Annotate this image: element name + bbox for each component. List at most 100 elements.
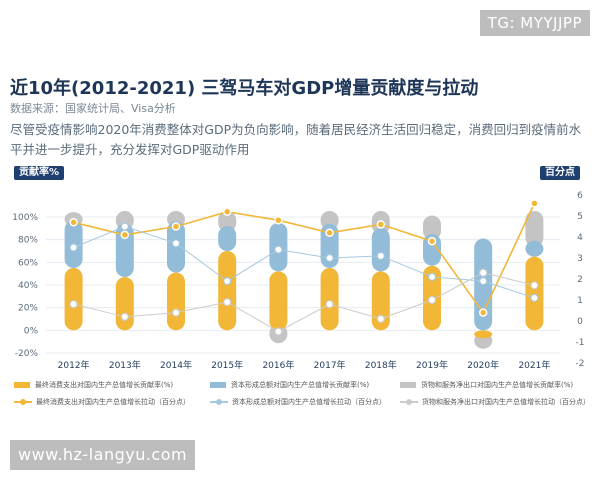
legend-item-consumption-bar: 最终消费支出对国内生产总值增长贡献率(%) bbox=[14, 380, 173, 390]
legend-item-capital-bar: 资本形成总额对国内生产总值增长贡献率(%) bbox=[210, 380, 369, 390]
category-label: 2019年 bbox=[416, 359, 448, 371]
left-tick-label: 80% bbox=[18, 236, 38, 246]
point-netexport bbox=[69, 300, 78, 309]
bar-capital bbox=[218, 226, 237, 251]
combo-chart: 100% 80% 60% 40% 20% 0% -20% 6 5 4 3 2 1 0 -1 -2 2012年 20… bbox=[12, 191, 585, 371]
bar-consumption bbox=[115, 277, 134, 331]
left-axis-label: 贡献率% bbox=[14, 166, 65, 180]
legend-label-netexport-bar: 货物和服务净出口对国内生产总值增长贡献率(%) bbox=[421, 381, 574, 389]
category-label: 2021年 bbox=[518, 359, 550, 371]
point-netexport bbox=[171, 308, 181, 317]
legend-swatch-consumption bbox=[14, 382, 30, 388]
legend-line-consumption bbox=[14, 398, 32, 406]
point-capital bbox=[376, 251, 385, 261]
bar-consumption bbox=[64, 268, 83, 331]
right-tick-label: 4 bbox=[577, 233, 583, 243]
legend-item-netexport-line: 货物和服务净出口对国内生产总值增长拉动（百分点） bbox=[400, 397, 590, 407]
right-tick-label: 0 bbox=[577, 317, 583, 327]
left-tick-label: 20% bbox=[18, 304, 38, 314]
left-tick-label: 60% bbox=[18, 258, 38, 268]
point-netexport bbox=[223, 298, 232, 307]
bar-consumption bbox=[371, 271, 390, 331]
point-capital bbox=[325, 253, 334, 263]
point-capital bbox=[274, 245, 283, 254]
point-consumption bbox=[120, 230, 130, 240]
bar-capital bbox=[423, 234, 441, 266]
legend-line-netexport bbox=[400, 398, 418, 406]
right-tick-label: 1 bbox=[577, 296, 583, 306]
bar-consumption bbox=[320, 268, 339, 331]
point-consumption bbox=[171, 222, 181, 231]
right-tick-label: -2 bbox=[576, 359, 585, 369]
legend-item-capital-line: 资本形成总额对国内生产总值增长拉动（百分点） bbox=[210, 397, 386, 407]
watermark-bottom: www.hz-langyu.com bbox=[10, 440, 196, 470]
point-capital bbox=[69, 243, 78, 252]
point-consumption bbox=[69, 218, 78, 227]
category-label: 2013年 bbox=[109, 359, 141, 371]
line-netexport bbox=[73, 272, 535, 333]
legend: 最终消费支出对国内生产总值增长贡献率(%) 资本形成总额对国内生产总值增长贡献率… bbox=[10, 380, 590, 424]
legend-label-consumption-bar: 最终消费支出对国内生产总值增长贡献率(%) bbox=[35, 381, 174, 389]
legend-label-capital-line: 资本形成总额对国内生产总值增长拉动（百分点） bbox=[232, 398, 386, 406]
data-source: 数据来源：国家统计局、Visa分析 bbox=[10, 102, 176, 115]
chart-description: 尽管受疫情影响2020年消费整体对GDP为负向影响，随着居民经济生活回归稳定，消… bbox=[10, 122, 582, 157]
point-netexport bbox=[376, 314, 385, 323]
line-consumption bbox=[73, 203, 536, 315]
point-netexport bbox=[120, 312, 129, 321]
left-tick-label: 100% bbox=[12, 213, 38, 223]
bar-netexport bbox=[218, 211, 237, 233]
point-consumption bbox=[325, 228, 334, 238]
chart-area: 100% 80% 60% 40% 20% 0% -20% 6 5 4 3 2 1 0 -1 -2 2012年 20… bbox=[0, 160, 600, 410]
point-capital bbox=[171, 239, 181, 248]
bar-consumption bbox=[474, 330, 493, 339]
point-capital bbox=[530, 293, 539, 302]
point-consumption bbox=[222, 207, 232, 217]
legend-line-capital bbox=[210, 398, 228, 406]
point-consumption bbox=[274, 215, 283, 225]
right-tick-label: 6 bbox=[577, 191, 583, 201]
category-label: 2012年 bbox=[58, 359, 90, 371]
right-tick-label: 3 bbox=[577, 254, 583, 264]
bar-consumption bbox=[218, 251, 237, 331]
point-consumption bbox=[478, 308, 488, 317]
right-tick-label: 5 bbox=[577, 212, 583, 222]
bar-capital bbox=[525, 240, 544, 257]
point-consumption bbox=[530, 199, 539, 208]
bar-capital bbox=[115, 223, 134, 278]
watermark-top: TG: MYYJJPP bbox=[479, 10, 590, 36]
left-tick-label: 40% bbox=[18, 281, 38, 291]
category-label: 2015年 bbox=[211, 359, 243, 371]
point-capital bbox=[223, 276, 232, 286]
category-label: 2016年 bbox=[262, 359, 294, 371]
bar-netexport bbox=[423, 215, 441, 240]
point-netexport bbox=[427, 295, 437, 305]
point-capital bbox=[427, 272, 437, 282]
left-tick-label: -20% bbox=[15, 349, 39, 359]
right-tick-label: -1 bbox=[576, 338, 585, 348]
point-consumption bbox=[427, 236, 437, 246]
point-consumption bbox=[376, 220, 386, 229]
point-netexport bbox=[325, 300, 334, 309]
chart-title: 近10年(2012-2021) 三驾马车对GDP增量贡献度与拉动 bbox=[10, 78, 479, 99]
bar-consumption bbox=[269, 271, 288, 331]
point-netexport bbox=[274, 327, 283, 336]
bar-consumption bbox=[525, 256, 544, 331]
bar-netexport bbox=[525, 211, 544, 247]
line-capital bbox=[73, 225, 535, 299]
legend-label-consumption-line: 最终消费支出对国内生产总值增长拉动（百分点） bbox=[36, 398, 190, 406]
category-label: 2018年 bbox=[365, 359, 397, 371]
category-label: 2020年 bbox=[467, 359, 499, 371]
bar-consumption bbox=[167, 272, 185, 331]
point-capital bbox=[120, 222, 129, 231]
point-netexport bbox=[530, 281, 539, 290]
legend-item-consumption-line: 最终消费支出对国内生产总值增长拉动（百分点） bbox=[14, 397, 190, 407]
legend-label-netexport-line: 货物和服务净出口对国内生产总值增长拉动（百分点） bbox=[422, 398, 590, 406]
point-netexport bbox=[479, 268, 488, 277]
right-axis-label: 百分点 bbox=[540, 166, 580, 180]
bar-capital bbox=[371, 228, 390, 272]
point-capital bbox=[479, 276, 488, 286]
legend-swatch-capital bbox=[210, 382, 226, 388]
left-tick-label: 0% bbox=[24, 326, 39, 336]
legend-item-netexport-bar: 货物和服务净出口对国内生产总值增长贡献率(%) bbox=[400, 380, 573, 390]
legend-label-capital-bar: 资本形成总额对国内生产总值增长贡献率(%) bbox=[231, 381, 370, 389]
